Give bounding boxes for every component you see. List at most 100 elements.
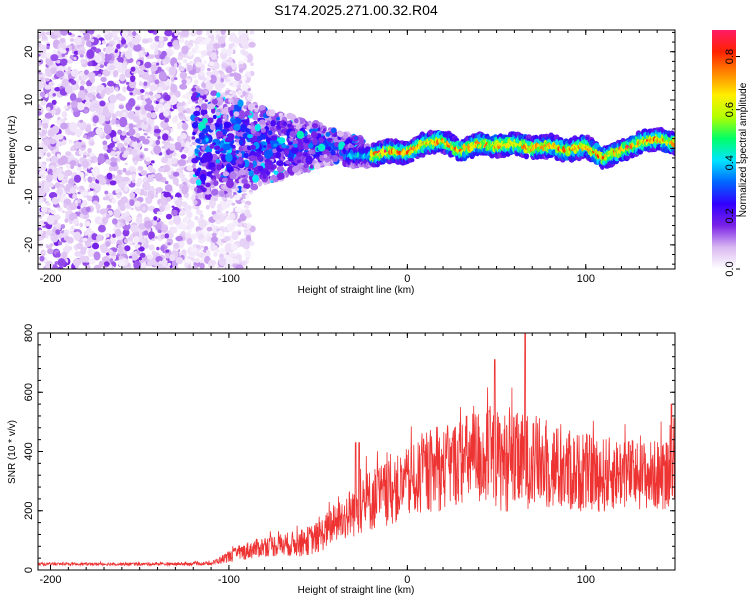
heatmap-cell — [56, 153, 61, 159]
heatmap-cell — [164, 117, 170, 123]
heatmap-cell — [276, 160, 284, 167]
heatmap-cell — [184, 232, 192, 240]
heatmap-cell — [156, 246, 160, 251]
heatmap-cell — [160, 224, 169, 233]
heatmap-cell — [87, 195, 93, 202]
heatmap-cell — [84, 69, 89, 76]
heatmap-cell — [55, 229, 61, 235]
heatmap-cell — [112, 218, 118, 225]
heatmap-cell — [134, 200, 141, 207]
heatmap-cell — [52, 93, 56, 97]
heatmap-cell — [109, 64, 116, 71]
heatmap-cell — [109, 258, 114, 263]
heatmap-cell — [145, 180, 150, 186]
heatmap-cell — [145, 254, 153, 260]
heatmap-cell — [51, 99, 57, 105]
heatmap-cell — [269, 109, 276, 117]
heatmap-cell — [270, 120, 276, 127]
heatmap-cell — [163, 110, 170, 117]
heatmap-cell — [97, 114, 106, 125]
heatmap-cell — [93, 251, 101, 261]
heatmap-cell — [258, 104, 266, 111]
heatmap-cell — [40, 31, 46, 37]
heatmap-cell — [40, 99, 47, 106]
heatmap-cell — [112, 147, 117, 151]
heatmap-cell — [247, 168, 252, 172]
heatmap-cell — [189, 39, 194, 45]
heatmap-cell — [157, 66, 162, 71]
heatmap-cell — [64, 169, 73, 177]
heatmap-cell — [124, 50, 133, 60]
heatmap-cell — [195, 100, 199, 104]
heatmap-cell — [54, 87, 61, 92]
heatmap-cell — [130, 224, 139, 233]
heatmap-cell — [80, 58, 86, 65]
heatmap-cell — [163, 191, 172, 198]
heatmap-cell — [115, 151, 121, 155]
heatmap-cell — [154, 193, 159, 198]
heatmap-cell — [162, 140, 166, 144]
heatmap-cell — [198, 71, 205, 76]
heatmap-cell — [249, 241, 255, 246]
heatmap-cell — [296, 130, 304, 139]
heatmap-cell — [148, 244, 155, 251]
heatmap-cell — [170, 77, 175, 83]
heatmap-cell — [86, 264, 91, 269]
heatmap-cell — [87, 93, 94, 98]
heatmap-cell — [73, 141, 82, 149]
heatmap-cell — [181, 122, 189, 131]
heatmap-cell — [243, 152, 249, 159]
heatmap-cell — [95, 48, 102, 54]
heatmap-cell — [129, 199, 135, 207]
heatmap-cell — [114, 228, 122, 237]
heatmap-cell — [84, 241, 92, 247]
heatmap-cell — [142, 38, 150, 44]
heatmap-cell — [167, 41, 174, 47]
heatmap-cell — [91, 91, 96, 95]
heatmap-cell — [68, 139, 73, 144]
heatmap-cell — [200, 173, 207, 182]
heatmap-cell — [103, 261, 110, 267]
heatmap-cell — [271, 174, 276, 180]
heatmap-cell — [229, 72, 235, 77]
heatmap-cell — [76, 165, 83, 172]
heatmap-cell — [92, 166, 101, 177]
heatmap-cell — [98, 260, 104, 268]
heatmap-cell — [165, 213, 173, 220]
heatmap-cell — [135, 113, 139, 116]
heatmap-cell — [83, 151, 88, 156]
heatmap-cell — [195, 156, 201, 161]
heatmap-cell — [247, 92, 253, 100]
heatmap-cell — [225, 153, 233, 163]
heatmap-cell — [77, 49, 86, 56]
heatmap-cell — [118, 218, 124, 223]
heatmap-cell — [69, 93, 77, 102]
heatmap-cell — [177, 159, 186, 167]
heatmap-cell — [146, 75, 153, 82]
heatmap-cell — [263, 145, 267, 148]
heatmap-cell — [232, 37, 241, 44]
heatmap-cell — [127, 236, 134, 242]
heatmap-cell — [132, 173, 136, 178]
heatmap-cell — [174, 32, 179, 37]
heatmap-cell — [38, 182, 42, 186]
heatmap-cell — [143, 132, 148, 136]
heatmap-cell — [267, 130, 273, 136]
heatmap-cell — [39, 44, 47, 55]
heatmap-cell — [188, 44, 192, 48]
heatmap-cell — [247, 134, 253, 139]
heatmap-cell — [81, 191, 88, 197]
heatmap-cell — [205, 204, 210, 210]
heatmap-cell — [161, 156, 168, 164]
heatmap-cell — [354, 136, 358, 140]
heatmap-cell — [144, 103, 151, 111]
heatmap-cell — [48, 81, 55, 87]
heatmap-cell — [118, 259, 126, 268]
heatmap-cell — [120, 38, 127, 45]
heatmap-cell — [296, 159, 302, 164]
heatmap-cell — [133, 236, 140, 243]
heatmap-cell — [104, 112, 112, 117]
heatmap-cell — [239, 123, 247, 133]
heatmap-cell — [53, 30, 59, 36]
heatmap-cell — [136, 249, 141, 255]
